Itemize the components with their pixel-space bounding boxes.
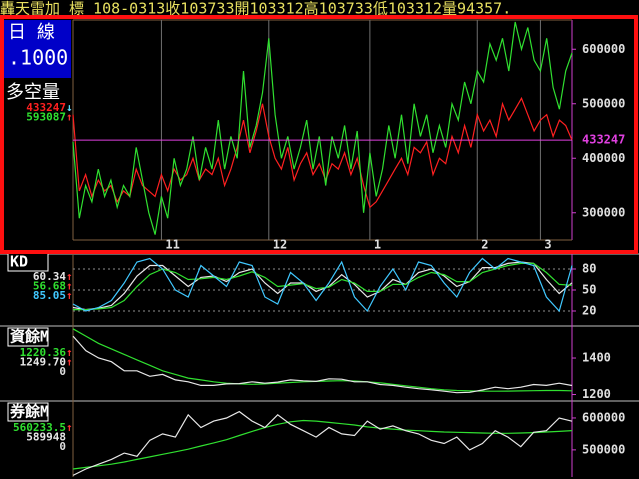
highlight-box [0, 15, 638, 254]
panel-title-box [7, 402, 49, 422]
x-tick-label: 2 [481, 238, 488, 252]
y-tick-label: 1400 [582, 351, 611, 365]
x-tick-label: 1 [374, 238, 381, 252]
series-line [73, 262, 573, 311]
y-tick-label: 300000 [582, 205, 625, 219]
period-box [3, 20, 71, 78]
sub-label: 0 [59, 440, 66, 453]
panel-title: 資餘M [10, 328, 49, 346]
legend-arrow: ↑ [66, 356, 73, 369]
legend-value: 56.68 [33, 280, 66, 293]
series-line [72, 419, 573, 470]
panel-title-box [7, 327, 49, 347]
y-tick-label: 400000 [582, 151, 625, 165]
y-tick-label: 600000 [582, 42, 625, 56]
y-tick-label: 20 [582, 304, 596, 318]
legend-value: 60.34 [33, 270, 66, 283]
series-line [72, 21, 573, 235]
series-line [72, 257, 573, 313]
sub-label: 0 [59, 365, 66, 378]
legend-arrow: ↑ [66, 280, 73, 293]
legend-arrow: ↑ [66, 111, 73, 124]
y-tick-label: 1200 [582, 387, 611, 401]
y-tick-label: 80 [582, 262, 596, 276]
y-tick-label: 500000 [582, 96, 625, 110]
legend-value: 433247 [26, 101, 66, 114]
y-tick-label: 500000 [582, 442, 625, 456]
scale: .1000 [8, 46, 68, 70]
panel-title: KD [10, 253, 28, 271]
x-tick-label: 11 [165, 238, 179, 252]
legend-value: 1249.70 [20, 356, 66, 369]
period: 日 線 [8, 22, 55, 43]
legend-value: 1220.36 [20, 346, 67, 359]
panel-title: 券餘M [10, 403, 49, 421]
legend-arrow: ↓ [66, 101, 73, 114]
series-line [72, 328, 573, 392]
header: 轟天雷加 標 108-0313收103733開103312高103733低103… [0, 0, 511, 18]
legend-arrow: ↑ [66, 289, 73, 302]
legend-value: 593087 [26, 111, 66, 124]
legend-value: 560233.5 [13, 421, 66, 434]
legend-value: 85.05 [33, 289, 66, 302]
legend-arrow: ↑ [66, 270, 73, 283]
y-tick-label: 50 [582, 283, 596, 297]
series-line [72, 335, 573, 394]
x-tick-label: 12 [273, 238, 287, 252]
series-line [72, 261, 573, 311]
y-tick-label: 600000 [582, 410, 625, 424]
legend-arrow: ↑ [66, 421, 73, 434]
x-tick-label: 3 [544, 238, 551, 252]
legend-arrow: ↑ [66, 346, 73, 359]
series-line [72, 96, 573, 209]
series-line [72, 410, 573, 476]
panel-title: 多空量 [6, 82, 60, 103]
legend-value: 589948 [26, 431, 66, 444]
reference-label: 433247 [582, 133, 625, 147]
